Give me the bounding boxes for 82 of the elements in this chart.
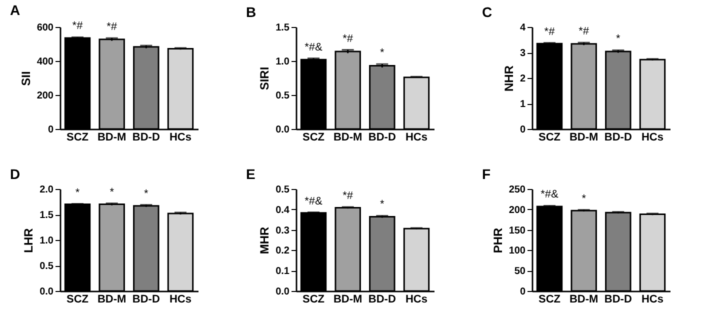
y-tick-label: 600 <box>36 22 54 34</box>
annotation: * <box>380 198 386 211</box>
y-tick-label: 1.5 <box>40 210 54 221</box>
chart-title: D <box>10 166 20 182</box>
y-tick-label: 4 <box>520 22 526 34</box>
x-tick-label: SCZ <box>538 294 561 306</box>
annotation: * <box>582 192 587 205</box>
y-tick-label: 150 <box>508 225 526 236</box>
chart-title: E <box>246 166 256 182</box>
y-tick-label: 0 <box>48 124 54 136</box>
chart-title: F <box>482 166 491 182</box>
x-tick-label: BD-D <box>132 294 160 306</box>
chart-title: B <box>246 4 256 20</box>
annotation: * <box>110 186 115 198</box>
annotation: *# <box>544 26 556 38</box>
x-tick-label: BD-D <box>604 294 632 306</box>
y-tick-label: 0 <box>520 286 526 298</box>
x-tick-label: BD-D <box>368 294 396 306</box>
y-tick-label: 1 <box>520 99 526 110</box>
y-tick-label: 0.2 <box>276 246 290 257</box>
annotation: *# <box>578 26 590 38</box>
x-tick-label: SCZ <box>302 294 325 306</box>
x-tick-label: HCs <box>405 294 428 306</box>
annotation: *#& <box>304 195 324 208</box>
x-tick-label: BD-M <box>97 294 126 306</box>
annotation: *# <box>342 190 354 202</box>
chart-title: C <box>482 4 492 20</box>
y-tick-label: 0.0 <box>276 286 290 298</box>
y-tick-label: 50 <box>514 266 526 278</box>
y-tick-label: 0.5 <box>276 184 290 196</box>
y-tick-label: 0.5 <box>276 90 290 102</box>
y-tick-label: 1.0 <box>40 236 54 246</box>
y-axis-title: LHR <box>22 228 36 253</box>
y-tick-label: 400 <box>36 56 54 68</box>
y-tick-label: 3 <box>520 48 526 59</box>
y-tick-label: 0.4 <box>276 204 290 216</box>
annotation: * <box>616 33 622 46</box>
annotation: *# <box>72 20 84 32</box>
y-tick-label: 1.0 <box>276 56 290 68</box>
y-axis-title: PHR <box>490 228 505 254</box>
annotation: *#& <box>540 188 560 201</box>
x-tick-label: HCs <box>641 294 664 306</box>
x-tick-label: HCs <box>405 132 428 144</box>
y-tick-label: 1.5 <box>276 22 290 34</box>
annotation: * <box>380 47 386 60</box>
x-tick-label: HCs <box>169 294 192 306</box>
y-tick-label: 0.0 <box>40 286 54 298</box>
y-tick-label: 250 <box>508 184 526 196</box>
y-axis-title: SII <box>18 71 33 86</box>
x-tick-label: BD-M <box>569 132 598 144</box>
y-tick-label: 100 <box>508 246 526 257</box>
y-axis-title: SIRI <box>258 66 272 90</box>
x-tick-label: BD-M <box>333 132 362 144</box>
x-tick-label: SCZ <box>302 132 325 144</box>
y-axis-title: NHR <box>502 65 516 92</box>
annotation: * <box>75 186 80 199</box>
y-tick-label: 2 <box>520 74 526 84</box>
x-tick-label: HCs <box>641 132 664 144</box>
y-tick-label: 200 <box>36 90 54 102</box>
y-tick-label: 2.0 <box>40 184 54 196</box>
x-tick-label: BD-M <box>97 132 126 144</box>
y-axis-title: MHR <box>258 226 272 254</box>
x-tick-label: BD-D <box>604 132 632 144</box>
y-tick-label: 0.1 <box>276 266 290 278</box>
y-tick-label: 0 <box>520 124 526 136</box>
x-tick-label: SCZ <box>66 132 89 144</box>
x-tick-label: HCs <box>169 132 192 144</box>
y-tick-label: 0.0 <box>276 124 290 136</box>
annotation: * <box>144 188 150 200</box>
y-tick-label: 0.3 <box>276 225 290 236</box>
annotation: *# <box>342 32 354 45</box>
x-tick-label: BD-D <box>368 132 396 144</box>
y-tick-label: 0.5 <box>40 261 54 272</box>
y-tick-label: 200 <box>508 204 526 216</box>
x-tick-label: BD-D <box>132 132 160 144</box>
annotation: *#& <box>304 41 324 54</box>
chart-title: A <box>10 2 20 18</box>
x-tick-label: SCZ <box>66 294 89 306</box>
annotation: *# <box>106 21 118 34</box>
x-tick-label: BD-M <box>333 294 362 306</box>
x-tick-label: SCZ <box>538 132 561 144</box>
x-tick-label: BD-M <box>569 294 598 306</box>
